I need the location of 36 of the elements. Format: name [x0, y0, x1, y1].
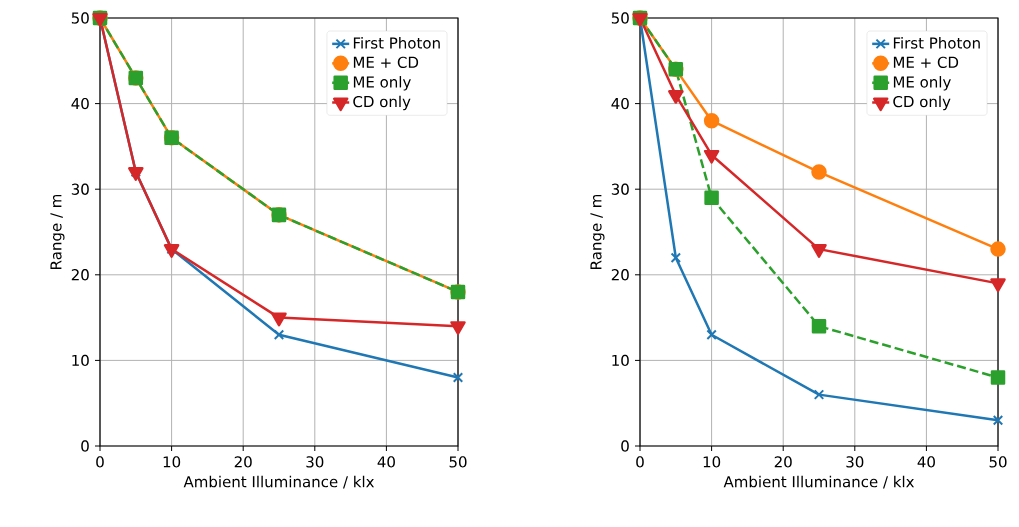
x-tick-label: 30: [306, 456, 324, 468]
x-tick-label: 40: [377, 456, 395, 468]
x-axis-title: Ambient Illuminance / klx: [723, 475, 915, 489]
y-axis-title: Range / m: [50, 194, 65, 269]
x-tick-label: 0: [96, 456, 104, 468]
legend-label: CD only: [893, 95, 951, 111]
x-tick-label: 10: [703, 456, 721, 468]
legend-label: First Photon: [353, 37, 440, 49]
y-tick-label: 0: [81, 440, 89, 452]
y-tick-label: 40: [611, 97, 629, 110]
legend-label: CD only: [353, 95, 411, 111]
x-tick-label: 10: [163, 456, 181, 468]
x-tick-label: 20: [234, 456, 252, 468]
x-tick-label: 40: [917, 456, 935, 468]
y-tick-label: 30: [611, 183, 629, 195]
y-tick-label: 10: [612, 354, 629, 367]
y-tick-label: 20: [71, 269, 89, 281]
x-tick-label: 30: [846, 456, 864, 468]
x-tick-label: 0: [636, 456, 644, 468]
y-tick-label: 0: [621, 440, 629, 452]
y-tick-label: 20: [611, 269, 629, 281]
y-tick-label: 40: [71, 97, 89, 110]
x-tick-label: 50: [449, 456, 467, 468]
legend-label: ME only: [353, 76, 411, 91]
legend-label: ME + CD: [353, 56, 419, 69]
legend-label: First Photon: [893, 37, 980, 49]
y-tick-label: 50: [71, 12, 89, 24]
y-tick-label: 50: [611, 12, 629, 24]
legend-label: ME + CD: [893, 56, 959, 69]
x-axis-title: Ambient Illuminance / klx: [183, 475, 375, 489]
x-tick-label: 20: [774, 456, 792, 468]
x-tick-label: 50: [989, 456, 1007, 468]
y-axis-title: Range / m: [590, 194, 605, 269]
y-tick-label: 30: [71, 183, 89, 195]
legend-label: ME only: [893, 76, 951, 91]
y-tick-label: 10: [72, 354, 89, 367]
